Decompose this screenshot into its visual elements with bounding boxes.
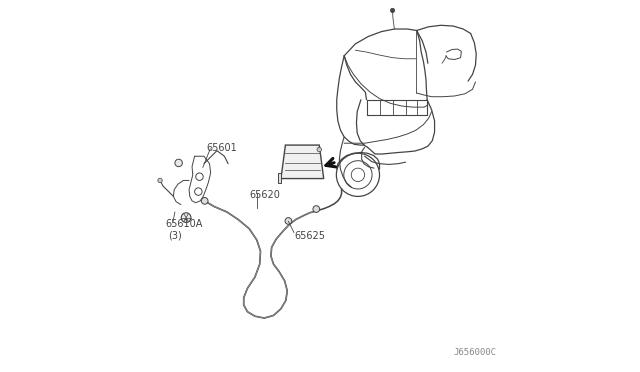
Circle shape: [202, 198, 208, 204]
Text: 65625: 65625: [294, 231, 325, 241]
Text: J656000C: J656000C: [454, 348, 497, 357]
Circle shape: [158, 178, 163, 183]
Circle shape: [175, 159, 182, 167]
Circle shape: [317, 147, 321, 152]
Text: 65610A: 65610A: [166, 219, 203, 230]
Text: 65601: 65601: [207, 143, 237, 153]
Text: (3): (3): [168, 231, 182, 241]
Text: 65620: 65620: [250, 190, 280, 200]
Circle shape: [285, 218, 292, 224]
Polygon shape: [281, 145, 324, 179]
Polygon shape: [278, 173, 281, 183]
Circle shape: [181, 213, 191, 222]
Circle shape: [313, 206, 319, 212]
Circle shape: [390, 8, 395, 13]
